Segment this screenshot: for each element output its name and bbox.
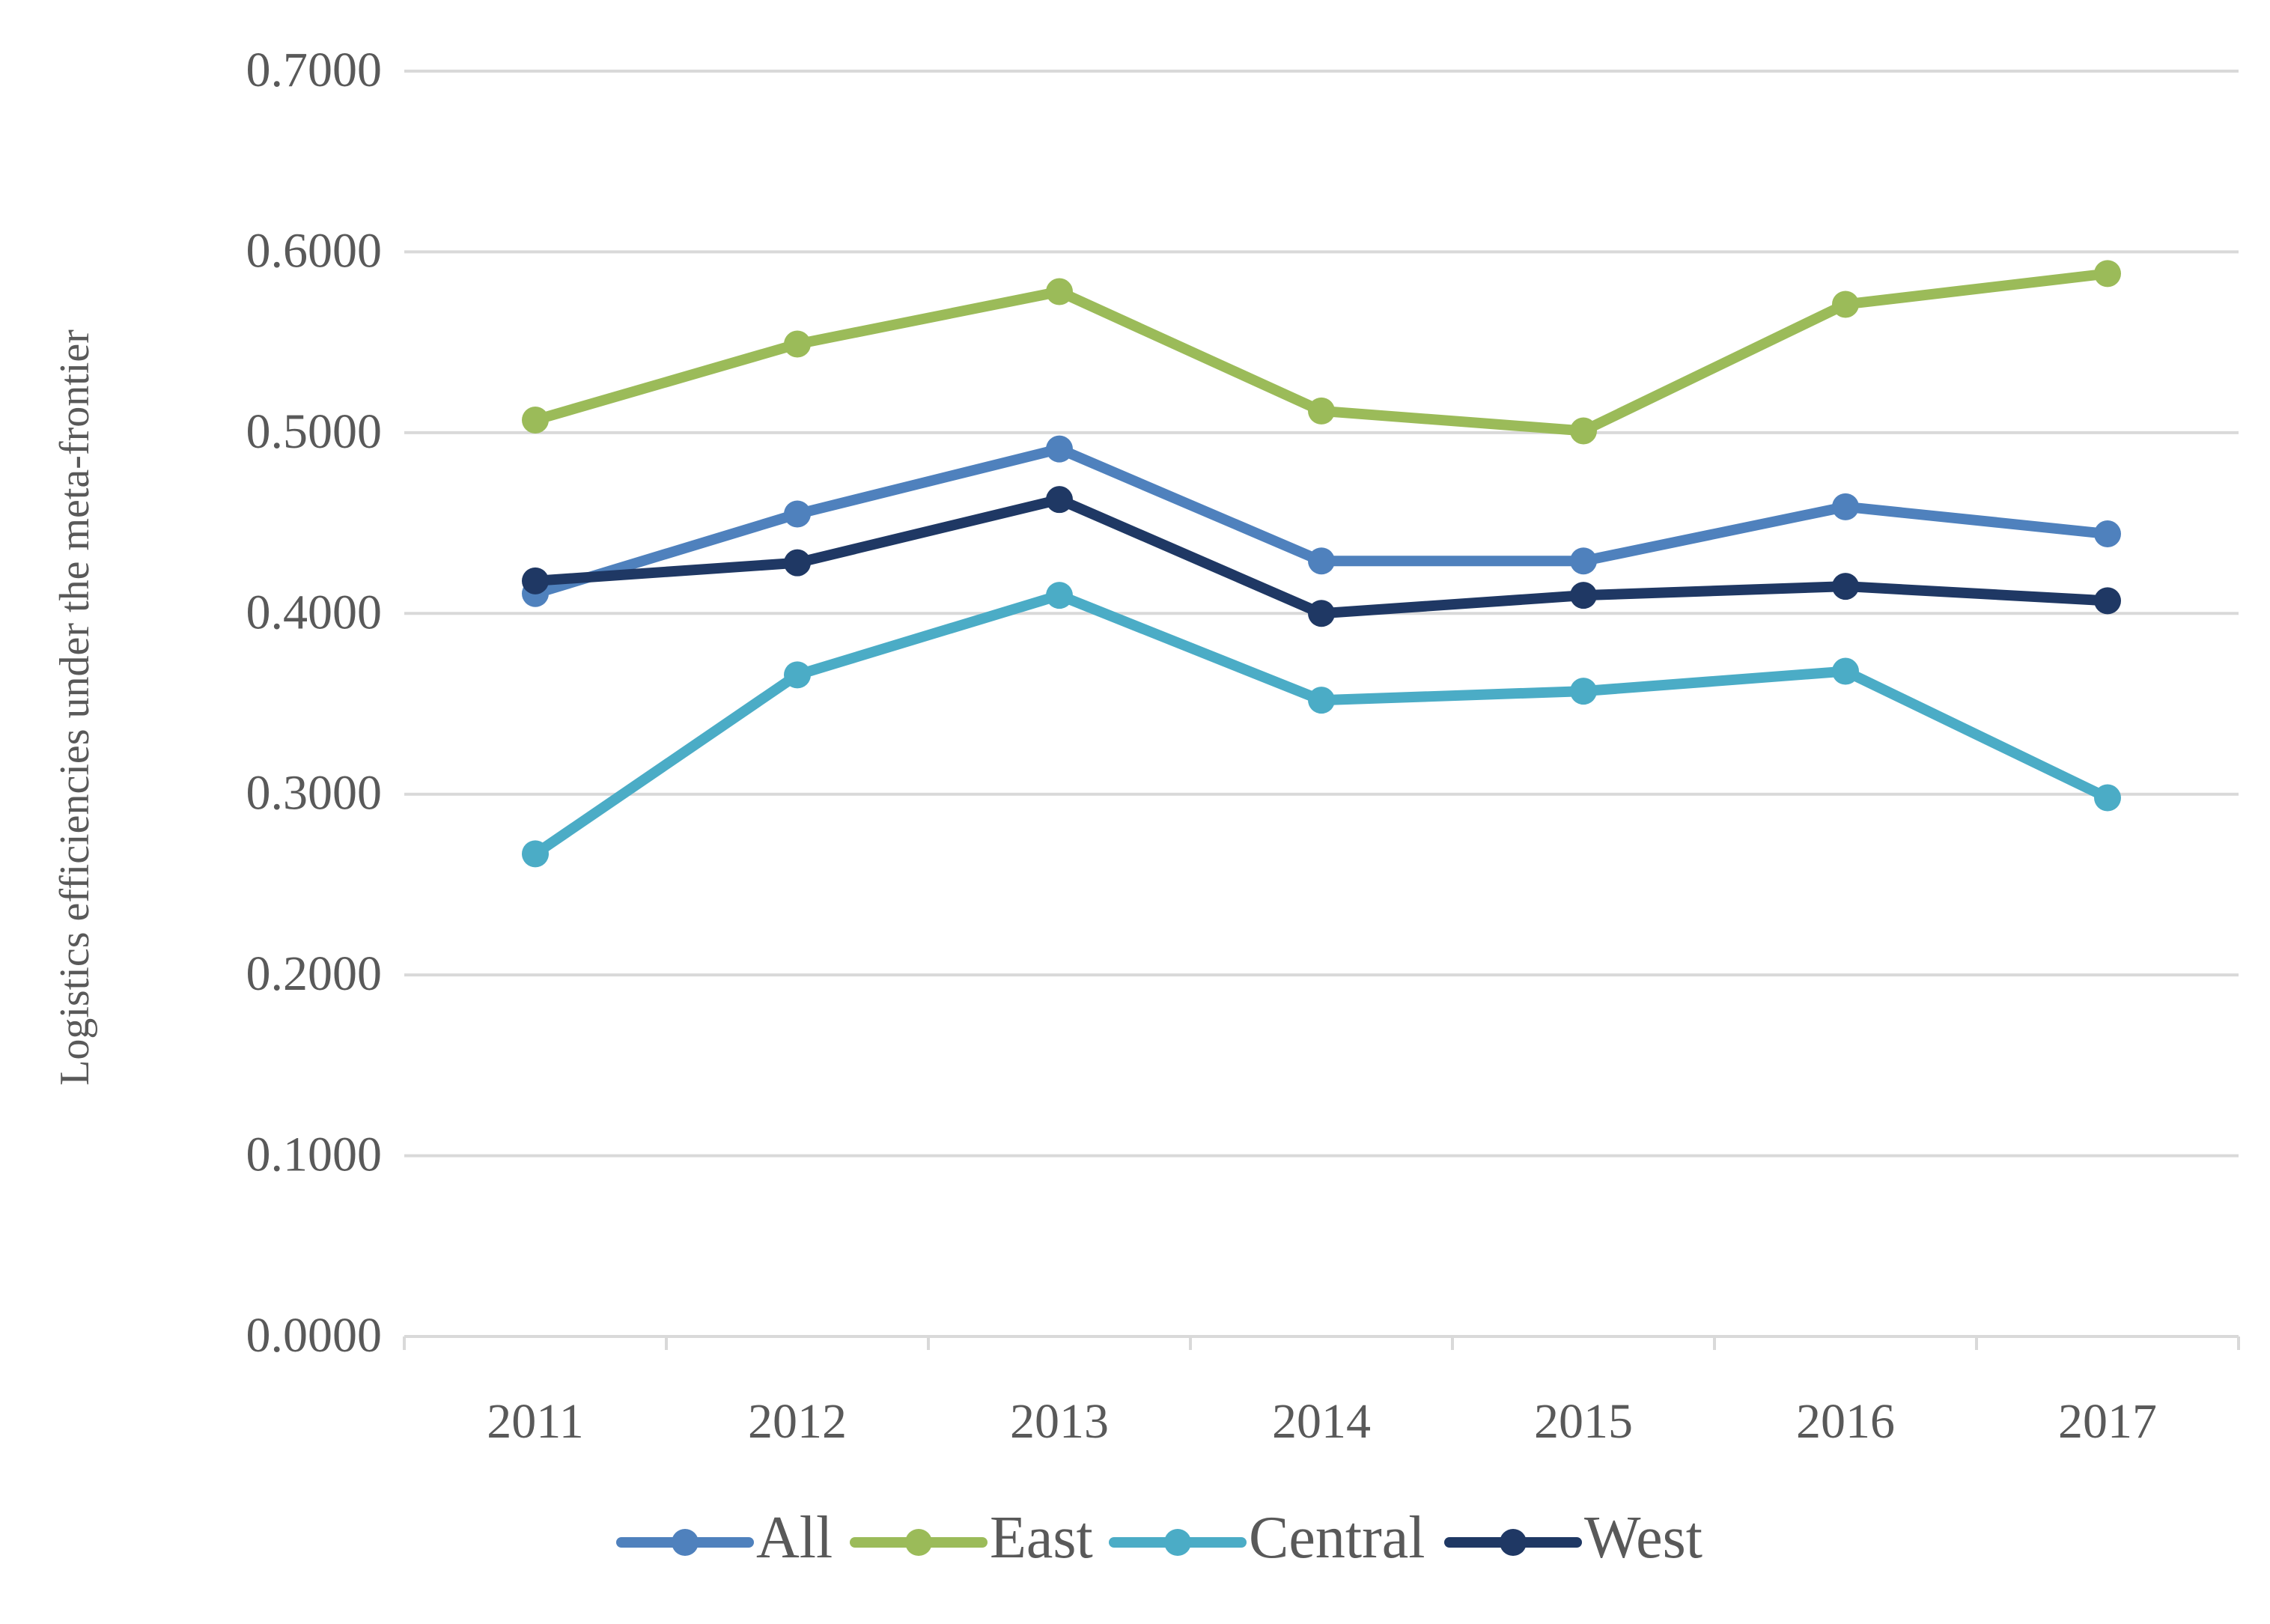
x-tick-label: 2016: [1796, 1394, 1895, 1449]
axis-labels: Logistics efficiencies under the meta-fr…: [52, 329, 98, 1086]
data-point-west-2014: [1308, 600, 1335, 627]
data-point-west-2015: [1570, 582, 1597, 609]
series-line-central: [530, 590, 2113, 860]
y-tick-label: 0.6000: [246, 223, 383, 278]
series-east: [522, 260, 2121, 445]
legend-entry-west: West: [1444, 1505, 1702, 1571]
y-tick-label: 0.3000: [246, 766, 383, 821]
data-point-all-2017: [2094, 520, 2121, 548]
legend-entry-all: All: [616, 1505, 833, 1571]
legend-label: Central: [1249, 1505, 1425, 1571]
data-point-west-2016: [1832, 573, 1859, 600]
data-point-all-2014: [1308, 547, 1335, 575]
y-tick-label: 0.7000: [246, 43, 383, 97]
legend-label: East: [990, 1505, 1093, 1571]
y-tick-label: 0.5000: [246, 404, 383, 459]
data-point-central-2015: [1570, 678, 1597, 705]
x-tick-label: 2017: [2058, 1394, 2157, 1449]
data-point-all-2015: [1570, 547, 1597, 575]
legend-swatch-marker: [672, 1529, 699, 1556]
legend-entry-east: East: [850, 1505, 1093, 1571]
data-point-central-2016: [1832, 657, 1859, 685]
data-point-west-2013: [1046, 486, 1073, 514]
data-point-central-2017: [2094, 784, 2121, 812]
x-tick-label: 2014: [1272, 1394, 1371, 1449]
data-point-all-2012: [784, 500, 811, 528]
data-point-east-2014: [1308, 397, 1335, 425]
data-point-east-2015: [1570, 417, 1597, 445]
data-point-central-2011: [522, 840, 549, 868]
data-point-east-2011: [522, 406, 549, 434]
data-point-central-2012: [784, 661, 811, 689]
y-tick-label: 0.0000: [246, 1308, 383, 1363]
gridlines: [404, 70, 2239, 1158]
y-tick-label: 0.1000: [246, 1128, 383, 1182]
series-central: [522, 582, 2121, 868]
legend-swatch-marker: [1164, 1529, 1191, 1556]
data-point-east-2012: [784, 330, 811, 358]
axes: 0.0000 0.1000 0.2000 0.3000 0.4000 0.5000 0.60…: [246, 43, 2240, 1449]
legend-label: All: [756, 1505, 833, 1571]
data-point-east-2013: [1046, 278, 1073, 305]
x-tick-label: 2015: [1534, 1394, 1633, 1449]
legend-swatch-marker: [905, 1529, 932, 1556]
data-point-central-2014: [1308, 687, 1335, 714]
legend-entry-central: Central: [1109, 1505, 1425, 1571]
data-point-east-2017: [2094, 260, 2121, 288]
series-group: [522, 260, 2121, 868]
x-tick-label: 2012: [748, 1394, 847, 1449]
data-point-all-2016: [1832, 493, 1859, 520]
series-all: [522, 435, 2121, 607]
data-point-east-2016: [1832, 291, 1859, 318]
legend-swatch-marker: [1500, 1529, 1527, 1556]
legend-label: West: [1584, 1505, 1702, 1571]
data-point-all-2013: [1046, 435, 1073, 463]
x-tick-label: 2013: [1010, 1394, 1109, 1449]
data-point-west-2012: [784, 549, 811, 577]
data-point-west-2017: [2094, 587, 2121, 615]
series-west: [522, 486, 2121, 627]
data-point-west-2011: [522, 567, 549, 594]
y-tick-label: 0.4000: [246, 585, 383, 639]
x-tick-label: 2011: [487, 1394, 584, 1449]
y-axis-title: Logistics efficiencies under the meta-fr…: [52, 329, 98, 1086]
legend: All East Central West: [616, 1505, 1702, 1571]
y-tick-label: 0.2000: [246, 946, 383, 1001]
data-point-central-2013: [1046, 582, 1073, 609]
